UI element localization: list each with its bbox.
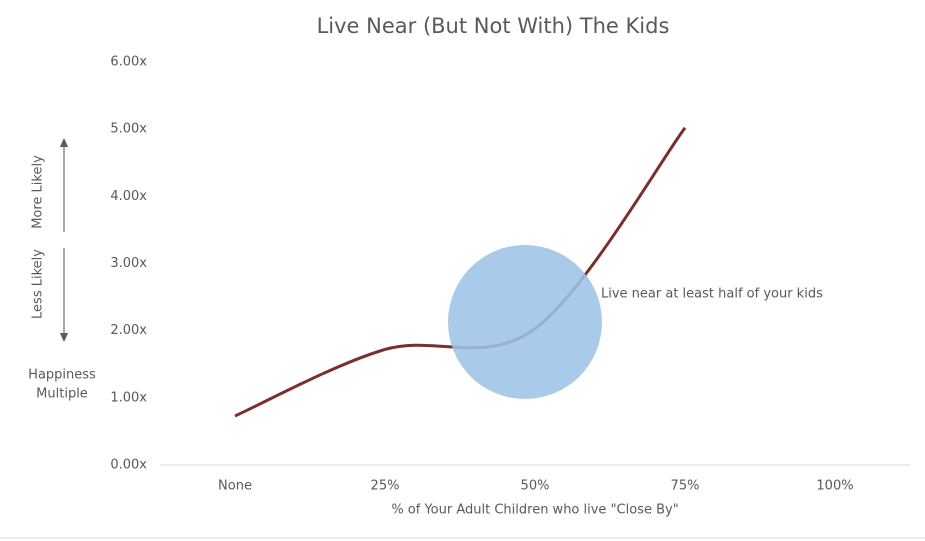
x-tick-label: 75% <box>671 479 700 494</box>
highlight-circle <box>448 245 602 399</box>
x-axis-label: % of Your Adult Children who live "Close… <box>391 503 678 518</box>
y-axis-label: Happiness <box>28 368 96 383</box>
direction-label: Less Likely <box>31 249 46 319</box>
y-tick-label: 5.00x <box>110 122 147 137</box>
x-tick-label: 100% <box>816 479 853 494</box>
arrow-head <box>60 333 68 342</box>
x-tick-label: 25% <box>371 479 400 494</box>
line-series <box>234 126 687 418</box>
y-tick-label: 0.00x <box>110 458 147 473</box>
chart-title: Live Near (But Not With) The Kids <box>317 14 670 38</box>
y-tick-label: 2.00x <box>110 323 147 338</box>
annotation: Live near at least half of your kids <box>601 287 823 302</box>
y-tick-label: 4.00x <box>110 189 147 204</box>
arrow-head <box>60 138 68 147</box>
y-tick-label: 3.00x <box>110 256 147 271</box>
y-axis-label: Multiple <box>36 387 88 402</box>
y-tick-label: 1.00x <box>110 390 147 405</box>
x-tick-label: None <box>218 479 252 494</box>
direction-label: More Likely <box>31 155 46 229</box>
x-tick-label: 50% <box>521 479 550 494</box>
y-tick-label: 6.00x <box>110 55 147 70</box>
